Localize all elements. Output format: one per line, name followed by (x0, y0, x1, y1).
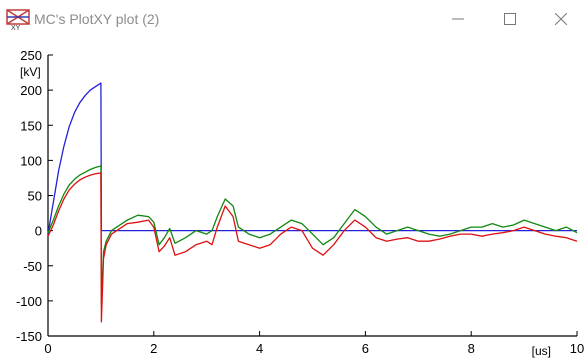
maximize-icon (504, 13, 516, 25)
y-tick-label: -100 (16, 294, 42, 309)
window-titlebar: XY MC's PlotXY plot (2) (0, 0, 587, 38)
y-tick-label: -50 (23, 259, 42, 274)
x-tick-label: 10 (570, 341, 584, 356)
y-tick-label: 50 (28, 189, 42, 204)
series-line-1 (47, 82, 577, 235)
y-tick-label: 100 (20, 153, 42, 168)
x-tick-label: 2 (150, 341, 157, 356)
x-tick-label: 8 (468, 341, 475, 356)
y-tick-label: 0 (35, 224, 42, 239)
y-tick-label: 150 (20, 118, 42, 133)
close-button[interactable] (541, 4, 581, 34)
maximize-button[interactable] (490, 4, 530, 34)
svg-text:XY: XY (11, 25, 21, 31)
x-tick-label: 4 (256, 341, 263, 356)
x-tick-label: 6 (362, 341, 369, 356)
y-tick-label: -150 (16, 329, 42, 344)
window-title: MC's PlotXY plot (2) (34, 11, 160, 27)
y-axis-label: [kV] (20, 65, 41, 79)
plotxy-app-icon: XY (6, 9, 30, 31)
minimize-button[interactable] (438, 4, 478, 34)
x-tick-label: 0 (44, 341, 51, 356)
x-axis-label: [us] (532, 344, 551, 358)
y-tick-label: 200 (20, 83, 42, 98)
series-line-2 (47, 165, 578, 306)
close-icon (555, 13, 567, 25)
series-line-3 (47, 172, 578, 323)
y-tick-label: 250 (20, 48, 42, 63)
minimize-icon (452, 18, 464, 20)
